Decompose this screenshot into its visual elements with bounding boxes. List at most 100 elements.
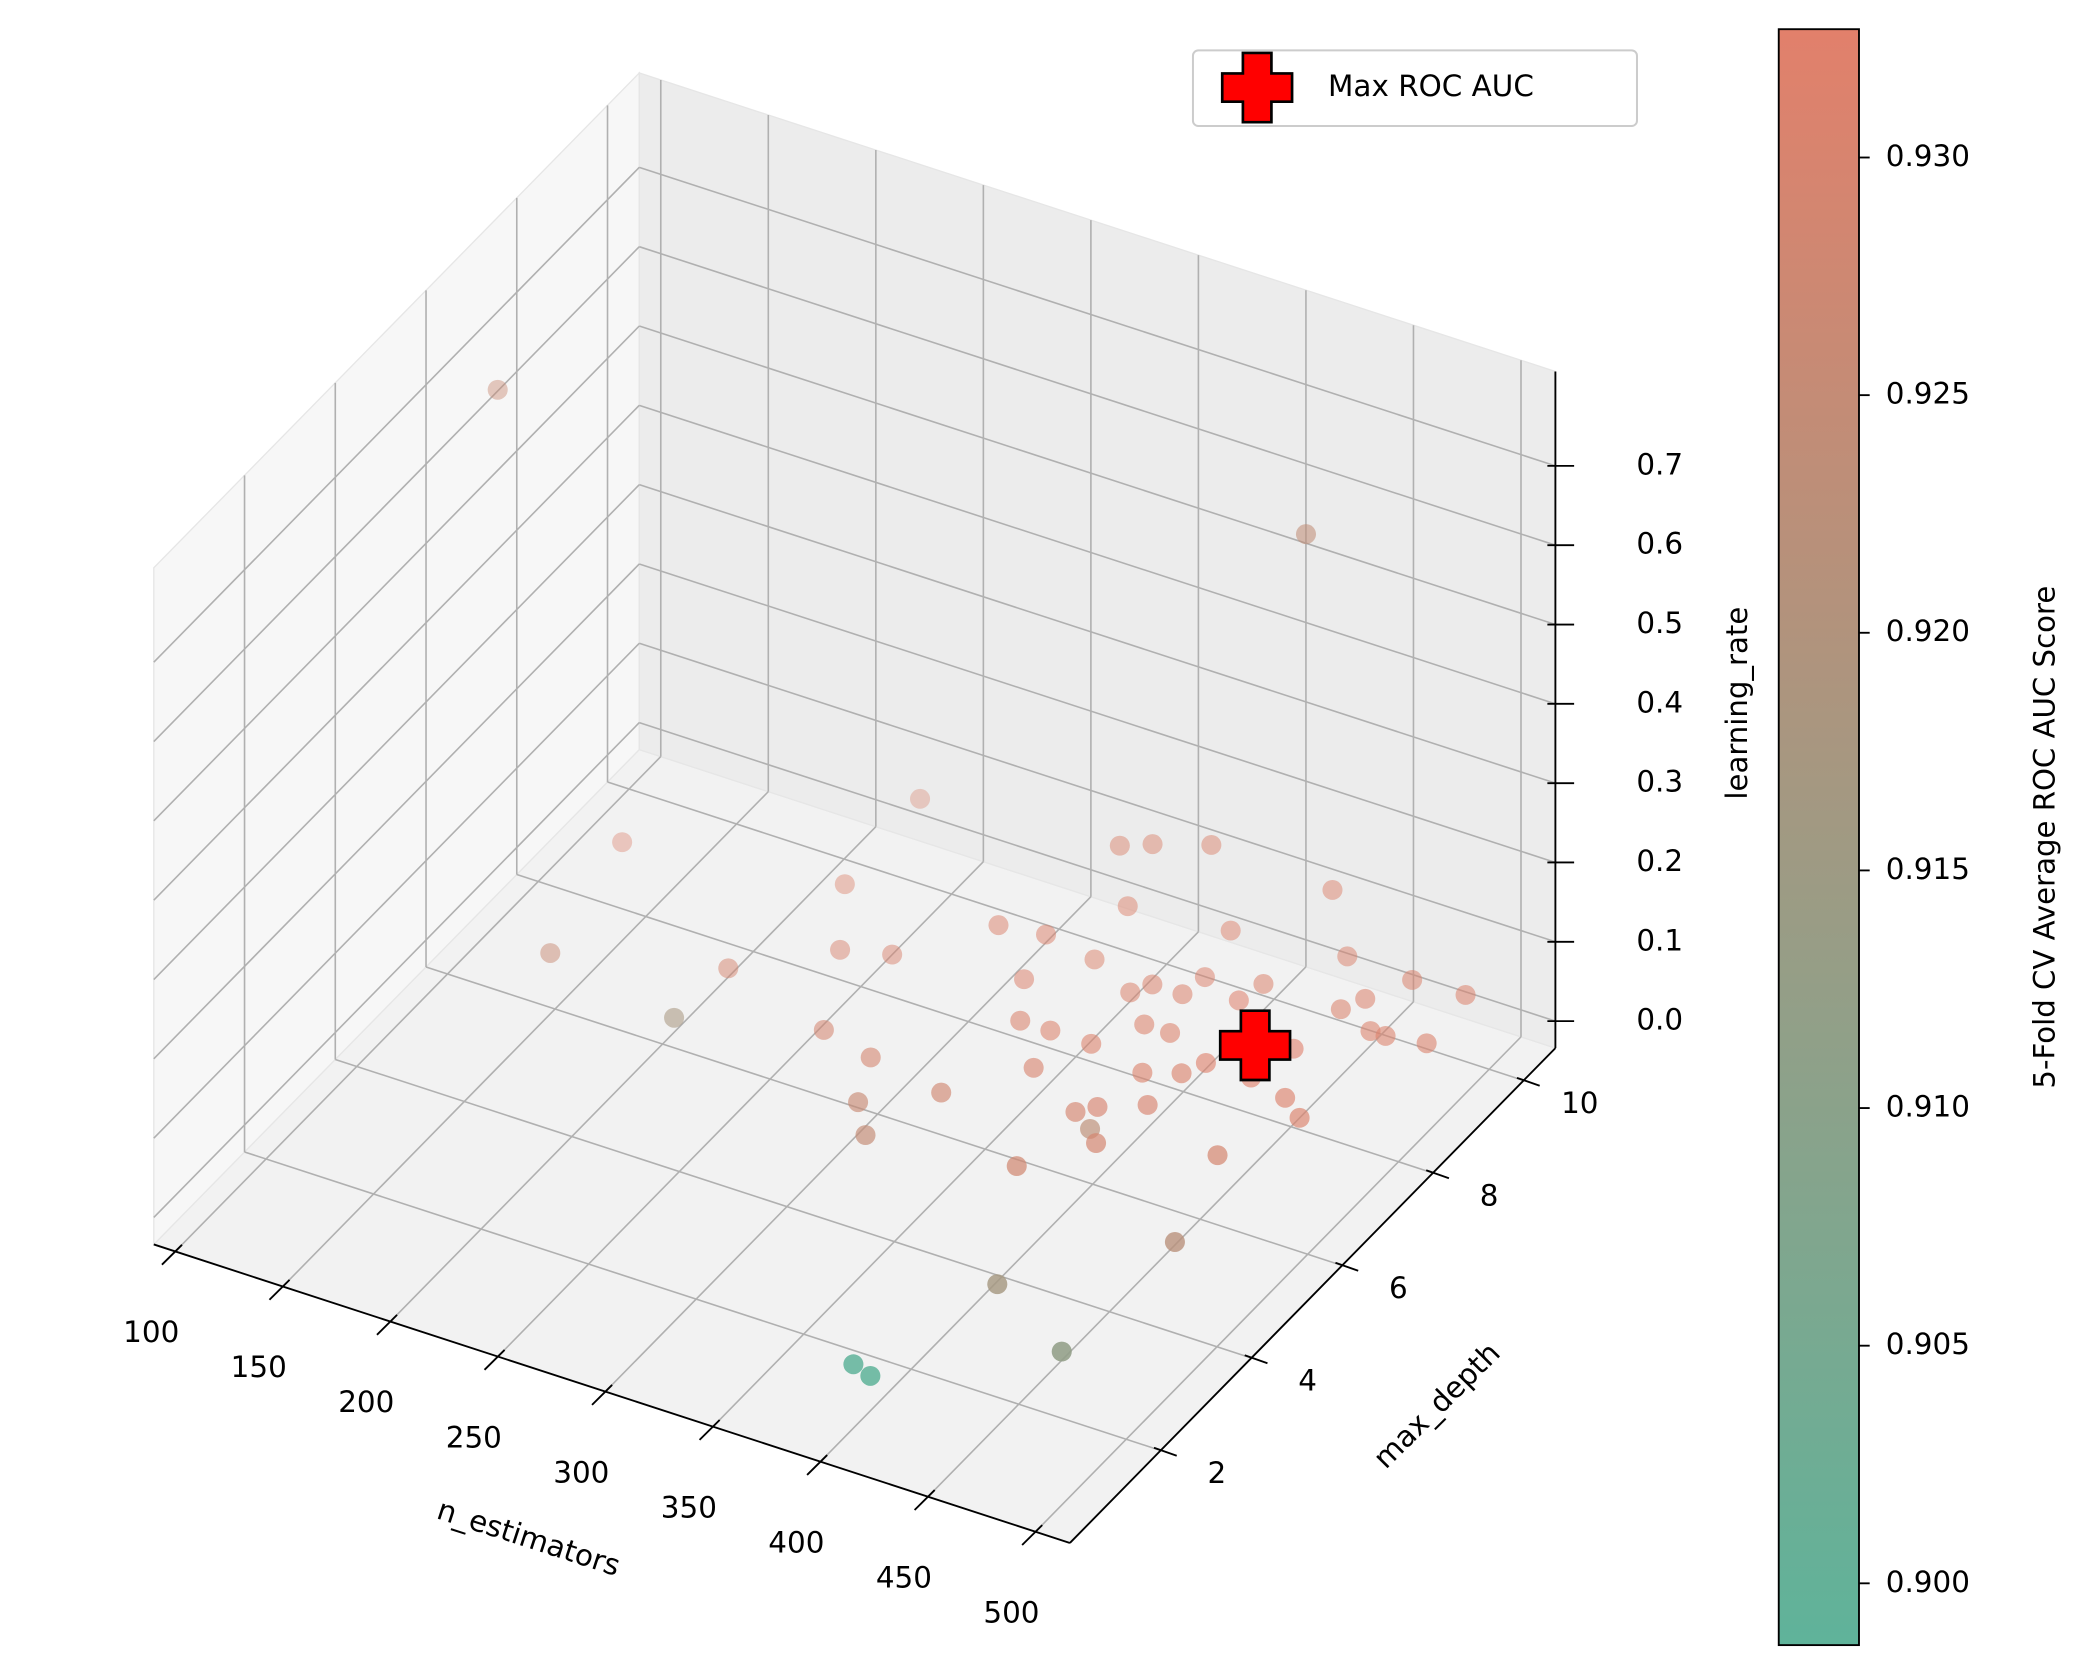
y-tick-label: 6 xyxy=(1389,1271,1408,1305)
data-point xyxy=(1134,1014,1155,1035)
z-tick-label: 0.1 xyxy=(1636,923,1683,957)
colorbar-tick-label: 0.930 xyxy=(1886,139,1970,173)
y-tick-label: 8 xyxy=(1480,1178,1499,1212)
data-point xyxy=(1084,949,1105,970)
data-point xyxy=(1295,524,1317,545)
data-point xyxy=(1051,1341,1072,1362)
max-marker xyxy=(1218,1009,1292,1082)
data-point xyxy=(1172,984,1193,1005)
z-tick-label: 0.3 xyxy=(1636,765,1683,799)
data-point xyxy=(1040,1020,1061,1041)
grid-line xyxy=(153,325,640,822)
data-point xyxy=(1109,835,1130,856)
grid-line xyxy=(153,246,640,743)
data-point xyxy=(1023,1057,1044,1078)
grid-line xyxy=(639,483,1556,784)
grid-line xyxy=(639,721,1556,1022)
data-point xyxy=(1375,1026,1396,1046)
z-tick-label: 0.7 xyxy=(1636,447,1683,481)
z-axis-label: learning_rate xyxy=(1720,607,1754,800)
y-tick-label: 10 xyxy=(1561,1086,1598,1120)
data-point xyxy=(1337,946,1358,967)
z-tick-label: 0.2 xyxy=(1636,844,1683,878)
data-point xyxy=(882,944,903,965)
data-point xyxy=(1275,1087,1296,1108)
grid-line xyxy=(335,1058,1252,1359)
y-tick-label: 4 xyxy=(1298,1363,1317,1397)
data-point xyxy=(1117,896,1138,917)
data-point xyxy=(1289,1107,1310,1128)
data-point xyxy=(1228,990,1249,1011)
data-point xyxy=(540,943,561,963)
y-tick xyxy=(1516,1076,1540,1087)
grid-line xyxy=(639,166,1556,467)
grid-line xyxy=(153,563,640,1060)
grid-line xyxy=(639,563,1556,864)
y-tick-label: 2 xyxy=(1207,1456,1226,1490)
x-tick xyxy=(1021,1524,1043,1546)
x-tick-label: 450 xyxy=(876,1561,932,1595)
colorbar xyxy=(1777,28,1860,1647)
data-point xyxy=(1207,1145,1228,1166)
data-point xyxy=(843,1354,864,1375)
data-point xyxy=(1086,1133,1107,1154)
data-point xyxy=(1010,1010,1031,1031)
data-point xyxy=(1171,1063,1192,1084)
x-tick xyxy=(913,1489,936,1511)
data-point xyxy=(664,1007,685,1028)
legend-marker xyxy=(1220,51,1294,124)
data-point xyxy=(1014,969,1035,990)
x-tick xyxy=(376,1314,398,1336)
colorbar-tick-label: 0.910 xyxy=(1886,1090,1970,1124)
grid-line xyxy=(282,791,769,1288)
data-point xyxy=(1253,974,1274,994)
z-tick-label: 0.4 xyxy=(1636,685,1683,719)
data-point xyxy=(988,915,1009,936)
data-point xyxy=(1006,1156,1027,1176)
data-point xyxy=(1360,1021,1381,1042)
data-point xyxy=(813,1020,834,1040)
data-point xyxy=(1416,1033,1437,1054)
colorbar-tick-label: 0.920 xyxy=(1886,614,1970,648)
grid-line xyxy=(244,1151,1161,1452)
data-point xyxy=(612,832,633,853)
x-tick-label: 400 xyxy=(768,1525,824,1559)
data-point xyxy=(487,379,508,400)
data-point xyxy=(1120,982,1141,1003)
x-axis-label: n_estimators xyxy=(433,1492,624,1582)
x-tick xyxy=(591,1384,613,1406)
data-point xyxy=(1322,879,1343,900)
data-point xyxy=(1087,1096,1108,1117)
x-tick xyxy=(483,1349,506,1371)
data-point xyxy=(718,958,739,979)
data-point xyxy=(1195,1052,1216,1073)
x-tick-label: 200 xyxy=(338,1385,394,1419)
x-tick-label: 150 xyxy=(231,1350,287,1384)
z-tick-label: 0.0 xyxy=(1636,1003,1683,1037)
data-point xyxy=(987,1274,1008,1295)
grid-line xyxy=(153,404,640,901)
colorbar-label: 5-Fold CV Average ROC AUC Score xyxy=(2028,586,2062,1089)
grid-line xyxy=(1034,1036,1522,1533)
x-tick-label: 250 xyxy=(446,1420,502,1454)
data-point xyxy=(1142,974,1163,995)
grid-line xyxy=(153,722,640,1219)
x-tick xyxy=(806,1454,828,1476)
grid-line xyxy=(516,873,1434,1174)
colorbar-tick-label: 0.905 xyxy=(1886,1327,1970,1361)
grid-line xyxy=(174,756,662,1253)
y-tick xyxy=(1153,1446,1178,1457)
x-tick-label: 300 xyxy=(553,1455,609,1489)
data-point xyxy=(1160,1022,1181,1043)
grid-line xyxy=(712,931,1199,1428)
grid-line xyxy=(639,404,1556,705)
data-point xyxy=(1036,924,1057,945)
colorbar-tick-label: 0.900 xyxy=(1886,1565,1970,1599)
data-point xyxy=(1164,1232,1185,1252)
x-tick xyxy=(161,1244,183,1266)
z-tick-label: 0.5 xyxy=(1636,606,1683,640)
grid-line xyxy=(639,245,1556,546)
data-point xyxy=(1455,984,1476,1005)
